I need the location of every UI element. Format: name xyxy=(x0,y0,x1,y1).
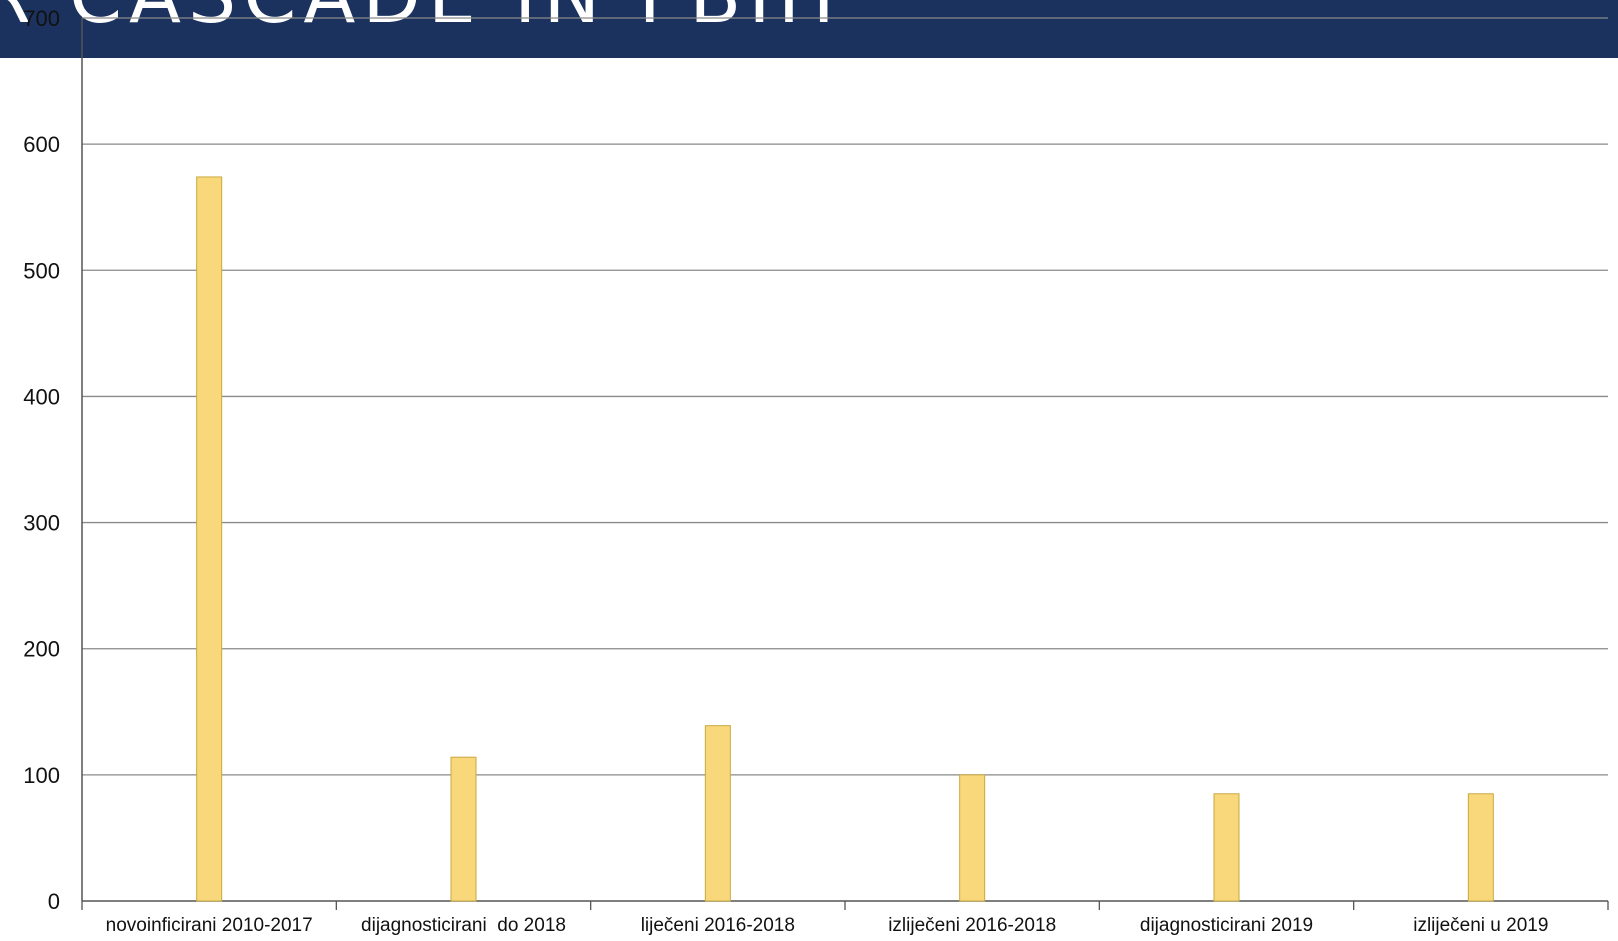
bar xyxy=(450,756,477,902)
title-banner: R CASCADE IN FBIH xyxy=(0,0,1618,58)
y-tick-label: 500 xyxy=(23,258,60,283)
bar xyxy=(1467,793,1494,902)
slide-title: R CASCADE IN FBIH xyxy=(0,0,842,34)
bar xyxy=(196,176,223,902)
x-category-label: novoinficirani 2010-2017 xyxy=(106,915,313,936)
y-tick-label: 0 xyxy=(48,889,60,914)
x-category-label: dijagnosticirani do 2018 xyxy=(361,915,566,936)
y-tick-label: 300 xyxy=(23,511,60,536)
x-category-label: izliječeni u 2019 xyxy=(1413,915,1548,936)
x-category-label: izliječeni 2016-2018 xyxy=(888,915,1056,936)
y-tick-label: 100 xyxy=(23,763,60,788)
x-category-label: liječeni 2016-2018 xyxy=(641,915,795,936)
bar xyxy=(959,774,986,902)
bar xyxy=(1213,793,1240,902)
y-tick-label: 200 xyxy=(23,637,60,662)
y-tick-label: 700 xyxy=(23,6,60,31)
y-tick-label: 400 xyxy=(23,384,60,409)
y-tick-label: 600 xyxy=(23,132,60,157)
x-category-label: dijagnosticirani 2019 xyxy=(1140,915,1313,936)
bar xyxy=(704,725,731,902)
